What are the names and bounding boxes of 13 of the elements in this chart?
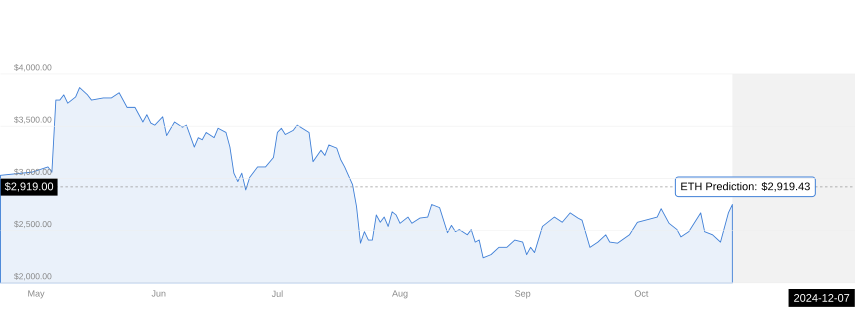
y-tick-label: $2,000.00 bbox=[14, 273, 52, 280]
y-tick-label: $3,500.00 bbox=[14, 116, 52, 124]
y-tick-label: $2,500.00 bbox=[14, 220, 52, 228]
x-tick-label: Oct bbox=[634, 290, 648, 297]
x-tick-label: Aug bbox=[392, 290, 408, 299]
x-tick-label: Jul bbox=[272, 290, 283, 298]
ref-line-label: $2,919.00 bbox=[4, 182, 54, 192]
x-tick-label: Sep bbox=[515, 290, 530, 299]
y-tick-label: $4,000.00 bbox=[14, 64, 52, 72]
text: 2024-12-07 bbox=[794, 294, 850, 302]
annotation: ETH Prediction: $2,919.43 bbox=[681, 182, 810, 192]
x-tick-label: Jun bbox=[152, 290, 166, 297]
x-tick-label: May bbox=[28, 290, 45, 299]
